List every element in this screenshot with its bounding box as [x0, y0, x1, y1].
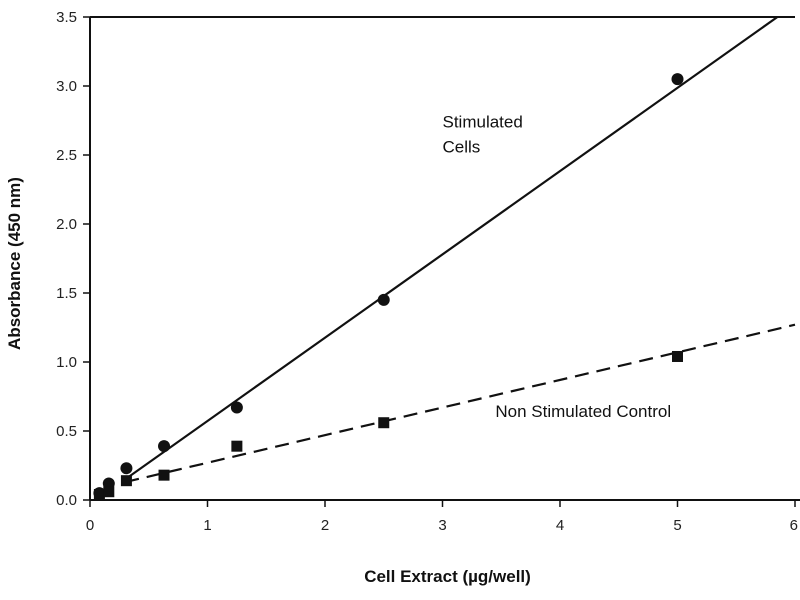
- stimulated-cells-label: Stimulated Cells: [443, 112, 523, 156]
- data-points: [93, 73, 684, 500]
- stimulated-data-point: [230, 401, 243, 414]
- x-tick-label: 1: [203, 517, 211, 534]
- y-tick-label: 3.5: [56, 9, 77, 26]
- stimulated-data-point: [158, 440, 171, 453]
- y-tick-label: 1.5: [56, 285, 77, 302]
- x-tick-label: 2: [321, 517, 329, 534]
- x-tick-label: 3: [438, 517, 446, 534]
- y-axis-title: Absorbance (450 nm): [5, 177, 24, 350]
- y-tick-label: 1.0: [56, 354, 77, 371]
- stimulated-data-point: [377, 293, 390, 306]
- axes: [89, 16, 800, 501]
- y-tick-label: 2.0: [56, 216, 77, 233]
- annotation-line: Non Stimulated Control: [495, 402, 671, 421]
- stimulated-data-point: [671, 73, 684, 86]
- control-label: Non Stimulated Control: [495, 402, 671, 421]
- annotation-line: Cells: [443, 137, 481, 156]
- x-tick-label: 4: [556, 517, 564, 534]
- stimulated-fit-line: [124, 16, 779, 481]
- x-tick-label: 5: [673, 517, 681, 534]
- control-data-point: [120, 475, 132, 487]
- control-data-point: [158, 469, 170, 481]
- y-axis-ticks: 0.0 0.5 1.0 1.5 2.0 2.5 3.0 3.5: [56, 9, 90, 509]
- annotations: Stimulated Cells Non Stimulated Control: [443, 112, 672, 421]
- control-data-point: [378, 417, 390, 429]
- y-tick-label: 0.0: [56, 492, 77, 509]
- x-tick-label: 0: [86, 517, 94, 534]
- x-axis-ticks: 0 1 2 3 4 5 6: [86, 500, 798, 534]
- x-tick-label: 6: [790, 517, 798, 534]
- control-data-point: [231, 440, 243, 452]
- y-tick-label: 0.5: [56, 423, 77, 440]
- stimulated-data-point: [120, 462, 133, 475]
- fit-lines: [124, 16, 796, 484]
- control-data-point: [93, 488, 105, 500]
- y-tick-label: 2.5: [56, 147, 77, 164]
- x-axis-title: Cell Extract (µg/well): [364, 567, 531, 586]
- y-tick-label: 3.0: [56, 78, 77, 95]
- control-fit-line: [124, 323, 796, 484]
- control-data-point: [672, 350, 683, 362]
- annotation-line: Stimulated: [443, 112, 523, 131]
- control-data-point: [103, 486, 115, 498]
